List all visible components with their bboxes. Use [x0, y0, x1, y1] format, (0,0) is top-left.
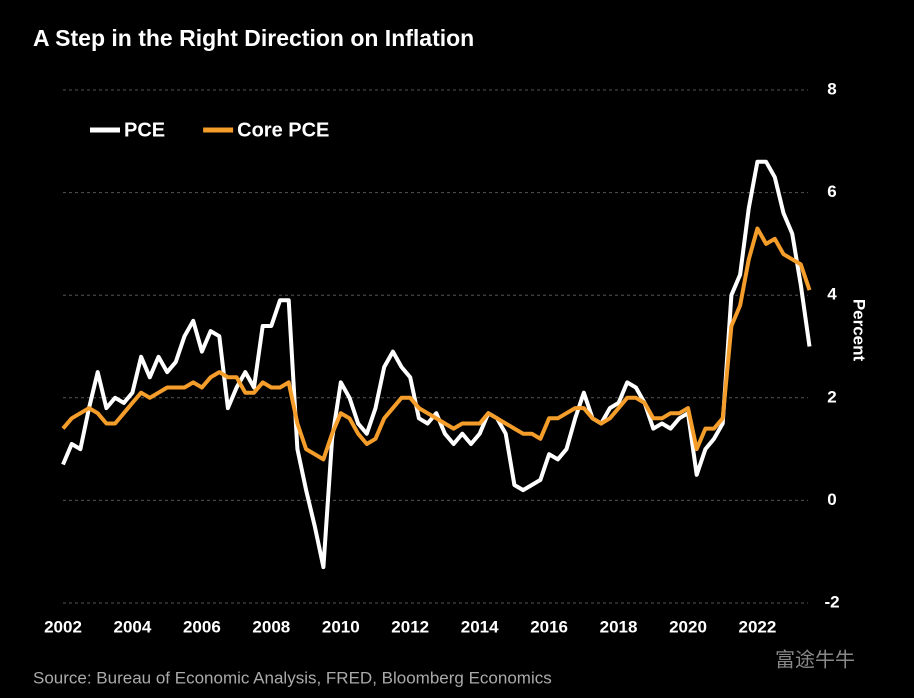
x-tick-label: 2020: [669, 617, 707, 636]
y-tick-label: 0: [827, 490, 836, 509]
legend-label: Core PCE: [237, 119, 329, 141]
series-line: [61, 226, 812, 462]
y-tick-label: 6: [827, 182, 836, 201]
x-tick-label: 2010: [322, 617, 360, 636]
x-tick-label: 2006: [183, 617, 221, 636]
x-tick-label: 2004: [114, 617, 152, 636]
legend-label: PCE: [124, 119, 165, 141]
y-tick-label: 4: [827, 285, 837, 304]
x-tick-label: 2022: [739, 617, 777, 636]
y-axis-label: Percent: [850, 299, 869, 362]
y-tick-label: 8: [827, 79, 836, 98]
y-tick-label: 2: [827, 387, 836, 406]
x-tick-label: 2016: [530, 617, 568, 636]
x-tick-label: 2014: [461, 617, 499, 636]
source: Source: Bureau of Economic Analysis, FRE…: [33, 668, 552, 687]
watermark: 富途牛牛: [775, 648, 855, 671]
series-line: [61, 159, 812, 570]
x-tick-label: 2008: [252, 617, 290, 636]
chart-title: A Step in the Right Direction on Inflati…: [33, 25, 474, 51]
x-tick-label: 2018: [600, 617, 638, 636]
x-tick-label: 2012: [391, 617, 429, 636]
y-tick-label: -2: [824, 592, 839, 611]
x-tick-label: 2002: [44, 617, 82, 636]
